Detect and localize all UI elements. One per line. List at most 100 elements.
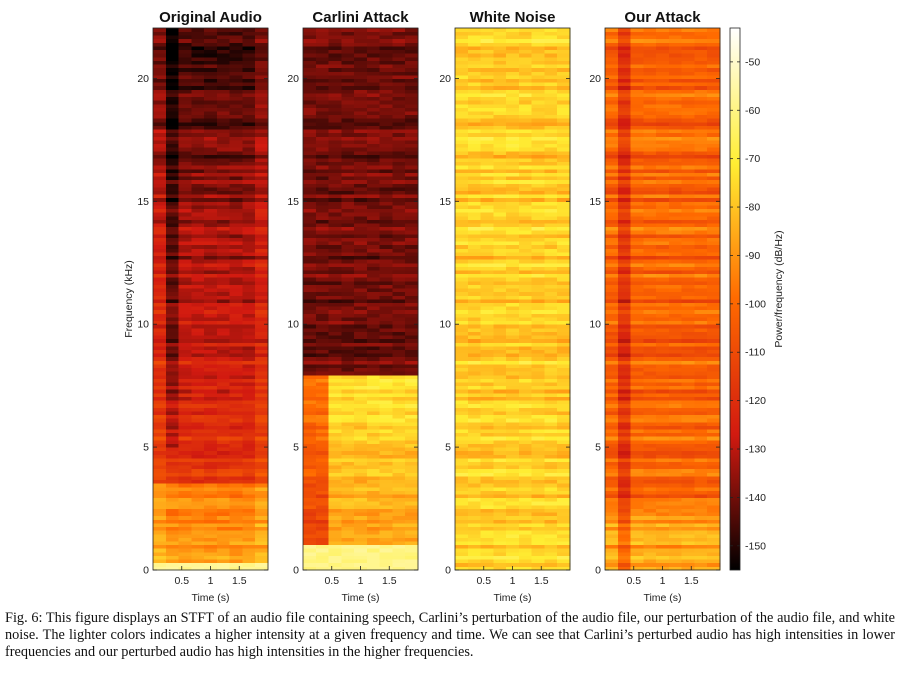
heatmap-cell (506, 295, 520, 300)
heatmap-cell (379, 46, 393, 51)
heatmap-cell (605, 118, 619, 123)
heatmap-cell (379, 566, 393, 571)
heatmap-cell (153, 226, 167, 231)
heatmap-cell (467, 403, 481, 408)
heatmap-cell (480, 176, 494, 181)
heatmap-cell (643, 273, 657, 278)
heatmap-cell (455, 523, 469, 528)
heatmap-cell (165, 403, 179, 408)
heatmap-cell (392, 476, 406, 481)
heatmap-cell (204, 158, 218, 163)
heatmap-cell (216, 168, 231, 173)
heatmap-cell (668, 367, 683, 372)
heatmap-cell (656, 555, 670, 560)
heatmap-cell (379, 400, 393, 405)
heatmap-cell (455, 324, 469, 329)
heatmap-cell (617, 259, 631, 264)
heatmap-cell (242, 317, 256, 322)
heatmap-cell (467, 414, 481, 419)
heatmap-cell (315, 421, 329, 426)
heatmap-cell (204, 548, 218, 553)
heatmap-cell (480, 241, 494, 246)
heatmap-cell (229, 103, 243, 108)
heatmap-cell (328, 432, 342, 437)
heatmap-cell (480, 64, 494, 69)
heatmap-cell (242, 96, 256, 101)
heatmap-cell (531, 367, 545, 372)
heatmap-cell (605, 403, 619, 408)
heatmap-cell (366, 562, 381, 567)
heatmap-cell (328, 371, 342, 376)
heatmap-cell (605, 223, 619, 228)
heatmap-cell (455, 56, 469, 61)
heatmap-cell (242, 537, 256, 542)
heatmap-cell (191, 342, 205, 347)
heatmap-cell (153, 223, 167, 228)
heatmap-cell (242, 436, 256, 441)
heatmap-cell (455, 42, 469, 47)
heatmap-cell (506, 103, 520, 108)
heatmap-cell (191, 486, 205, 491)
heatmap-cell (229, 121, 243, 126)
heatmap-cell (341, 71, 355, 76)
heatmap-cell (668, 432, 683, 437)
heatmap-cell (455, 183, 469, 188)
heatmap-cell (328, 533, 342, 538)
heatmap-cell (165, 288, 179, 293)
heatmap-cell (255, 559, 269, 564)
heatmap-cell (518, 288, 533, 293)
heatmap-cell (668, 208, 683, 213)
heatmap-cell (531, 233, 545, 238)
heatmap-cell (229, 291, 243, 296)
heatmap-cell (518, 450, 533, 455)
heatmap-cell (216, 313, 231, 318)
heatmap-cell (455, 472, 469, 477)
heatmap-cell (315, 248, 329, 253)
heatmap-cell (506, 74, 520, 79)
heatmap-cell (544, 425, 558, 430)
heatmap-cell (204, 302, 218, 307)
heatmap-cell (617, 519, 631, 524)
heatmap-cell (480, 277, 494, 282)
heatmap-cell (229, 295, 243, 300)
heatmap-cell (506, 244, 520, 249)
heatmap-cell (617, 327, 631, 332)
heatmap-cell (630, 486, 644, 491)
heatmap-cell (153, 150, 167, 155)
heatmap-cell (392, 71, 406, 76)
heatmap-cell (544, 114, 558, 119)
heatmap-cell (480, 158, 494, 163)
heatmap-cell (366, 461, 381, 466)
heatmap-cell (303, 237, 317, 242)
heatmap-cell (153, 345, 167, 350)
heatmap-cell (165, 320, 179, 325)
heatmap-cell (366, 403, 381, 408)
heatmap-cell (153, 56, 167, 61)
heatmap-cell (630, 551, 644, 556)
heatmap-cell (165, 421, 179, 426)
heatmap-cell (165, 223, 179, 228)
heatmap-cell (630, 190, 644, 195)
heatmap-cell (656, 360, 670, 365)
heatmap-cell (178, 42, 192, 47)
heatmap-cell (630, 429, 644, 434)
heatmap-cell (153, 526, 167, 531)
heatmap-cell (405, 288, 419, 293)
heatmap-cell (204, 530, 218, 535)
heatmap-cell (315, 389, 329, 394)
heatmap-cell (255, 226, 269, 231)
heatmap-cell (191, 219, 205, 224)
heatmap-cell (191, 82, 205, 87)
heatmap-cell (531, 432, 545, 437)
heatmap-cell (668, 429, 683, 434)
heatmap-cell (328, 385, 342, 390)
heatmap-cell (229, 74, 243, 79)
heatmap-cell (467, 353, 481, 358)
heatmap-cell (506, 190, 520, 195)
heatmap-cell (191, 317, 205, 322)
heatmap-cell (506, 237, 520, 242)
heatmap-cell (544, 230, 558, 235)
heatmap-cell (531, 244, 545, 249)
heatmap-cell (153, 360, 167, 365)
heatmap-cell (605, 396, 619, 401)
